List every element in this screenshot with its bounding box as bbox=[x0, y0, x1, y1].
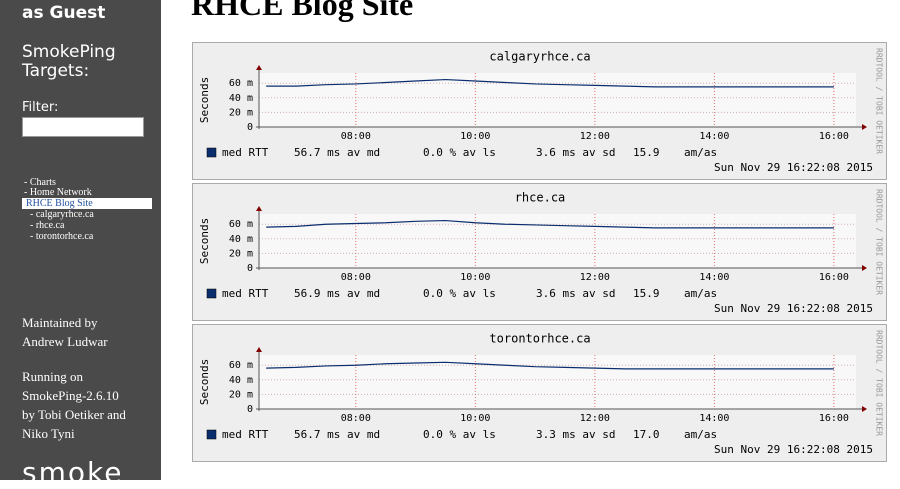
legend-text: 3.3 ms av sd bbox=[536, 428, 615, 441]
graph-title: calgaryrhce.ca bbox=[489, 50, 590, 64]
legend-swatch bbox=[206, 288, 217, 299]
x-tick-label: 10:00 bbox=[460, 413, 490, 424]
y-axis-label: Seconds bbox=[198, 77, 211, 123]
graph: torontorhce.ca Seconds 0 20 m 40 m 60 m 08:00 1… bbox=[198, 330, 884, 456]
credits: Niko Tyni bbox=[22, 426, 75, 441]
axis-arrow bbox=[862, 406, 867, 412]
legend-text: 15.9 bbox=[633, 146, 660, 159]
x-tick-label: 16:00 bbox=[819, 413, 849, 424]
y-tick-label: 20 m bbox=[229, 248, 253, 259]
legend-text: 0.0 % av ls bbox=[423, 287, 496, 300]
rtt-line bbox=[266, 78, 834, 88]
x-tick-label: 12:00 bbox=[580, 413, 610, 424]
x-tick-label: 16:00 bbox=[819, 131, 849, 142]
legend-text: am/as bbox=[684, 287, 717, 300]
targets-title: SmokePing bbox=[22, 42, 116, 62]
plot-area bbox=[259, 73, 856, 127]
axis-arrow bbox=[256, 206, 262, 211]
filter-input[interactable] bbox=[22, 117, 144, 137]
credits: Running on bbox=[22, 369, 84, 384]
filter-label: Filter: bbox=[22, 100, 59, 115]
y-tick-label: 0 bbox=[247, 263, 253, 274]
x-tick-label: 08:00 bbox=[341, 413, 371, 424]
plot-area bbox=[259, 355, 856, 409]
legend-text: med RTT bbox=[222, 428, 269, 441]
y-tick-label: 0 bbox=[247, 122, 253, 133]
watermark: RRDTOOL / TOBI OETIKER bbox=[875, 48, 884, 154]
y-axis-label: Seconds bbox=[198, 359, 211, 405]
legend-text: am/as bbox=[684, 146, 717, 159]
x-tick-label: 14:00 bbox=[699, 413, 729, 424]
x-tick-label: 14:00 bbox=[699, 272, 729, 283]
x-tick-label: 08:00 bbox=[341, 131, 371, 142]
y-tick-label: 20 m bbox=[229, 107, 253, 118]
graph-panel[interactable]: rhce.ca Seconds 0 20 m 40 m 60 m 08:00 10:00 12:… bbox=[192, 183, 887, 321]
x-tick-label: 10:00 bbox=[460, 131, 490, 142]
maintainer: Andrew Ludwar bbox=[22, 334, 108, 349]
legend-text: 3.6 ms av sd bbox=[536, 146, 615, 159]
page-heading: RHCE Blog Site bbox=[191, 0, 414, 22]
x-tick-label: 12:00 bbox=[580, 131, 610, 142]
y-tick-label: 40 m bbox=[229, 234, 253, 245]
legend-swatch bbox=[206, 147, 217, 158]
y-tick-label: 0 bbox=[247, 404, 253, 415]
legend-text: 56.7 ms av md bbox=[294, 146, 380, 159]
watermark: RRDTOOL / TOBI OETIKER bbox=[875, 330, 884, 436]
legend-text: 3.6 ms av sd bbox=[536, 287, 615, 300]
legend-swatch bbox=[206, 429, 217, 440]
legend-text: 0.0 % av ls bbox=[423, 428, 496, 441]
x-tick-label: 12:00 bbox=[580, 272, 610, 283]
legend-text: med RTT bbox=[222, 287, 269, 300]
y-tick-label: 40 m bbox=[229, 375, 253, 386]
y-tick-label: 60 m bbox=[229, 219, 253, 230]
graph: rhce.ca Seconds 0 20 m 40 m 60 m 08:00 10:00 12:… bbox=[198, 189, 884, 315]
graph-title: torontorhce.ca bbox=[489, 332, 590, 346]
menu-item[interactable]: - torontorhce.ca bbox=[30, 231, 94, 242]
axis-arrow bbox=[862, 265, 867, 271]
axis-arrow bbox=[862, 124, 867, 130]
x-tick-label: 14:00 bbox=[699, 131, 729, 142]
timestamp: Sun Nov 29 16:22:08 2015 bbox=[714, 161, 873, 174]
y-tick-label: 40 m bbox=[229, 93, 253, 104]
y-axis-label: Seconds bbox=[198, 218, 211, 264]
timestamp: Sun Nov 29 16:22:08 2015 bbox=[714, 302, 873, 315]
x-tick-label: 10:00 bbox=[460, 272, 490, 283]
menu-item-selected[interactable]: RHCE Blog Site bbox=[22, 198, 152, 209]
timestamp: Sun Nov 29 16:22:08 2015 bbox=[714, 443, 873, 456]
plot-area bbox=[259, 214, 856, 268]
credits: by Tobi Oetiker and bbox=[22, 407, 126, 422]
graph-panel[interactable]: calgaryrhce.ca Seconds 0 20 m 40 m 60 m 08:00 1… bbox=[192, 42, 887, 180]
maintainer: Maintained by bbox=[22, 315, 98, 330]
y-tick-label: 60 m bbox=[229, 78, 253, 89]
legend-text: 17.0 bbox=[633, 428, 660, 441]
sidebar: as Guest SmokePing Targets: Filter: - Ch… bbox=[0, 0, 161, 489]
menu-item[interactable]: - calgaryrhce.ca bbox=[30, 209, 94, 220]
graph-panel[interactable]: torontorhce.ca Seconds 0 20 m 40 m 60 m 08:00 1… bbox=[192, 324, 887, 462]
y-tick-label: 60 m bbox=[229, 360, 253, 371]
legend-text: 0.0 % av ls bbox=[423, 146, 496, 159]
graph: calgaryrhce.ca Seconds 0 20 m 40 m 60 m 08:00 1… bbox=[198, 48, 884, 174]
legend-text: med RTT bbox=[222, 146, 269, 159]
watermark: RRDTOOL / TOBI OETIKER bbox=[875, 189, 884, 295]
login-status: as Guest bbox=[22, 3, 106, 23]
menu-item[interactable]: - Charts bbox=[24, 177, 56, 188]
legend-text: 56.9 ms av md bbox=[294, 287, 380, 300]
credits: SmokePing-2.6.10 bbox=[22, 388, 119, 403]
menu-item[interactable]: - Home Network bbox=[24, 187, 92, 198]
axis-arrow bbox=[256, 347, 262, 352]
legend-text: 15.9 bbox=[633, 287, 660, 300]
x-tick-label: 16:00 bbox=[819, 272, 849, 283]
legend-text: 56.7 ms av md bbox=[294, 428, 380, 441]
axis-arrow bbox=[256, 65, 262, 70]
menu-item[interactable]: - rhce.ca bbox=[30, 220, 65, 231]
legend-text: am/as bbox=[684, 428, 717, 441]
rtt-line bbox=[266, 361, 834, 370]
x-tick-label: 08:00 bbox=[341, 272, 371, 283]
logo: smoke bbox=[22, 456, 124, 489]
targets-title: Targets: bbox=[22, 61, 90, 81]
rtt-line bbox=[266, 219, 834, 229]
graph-title: rhce.ca bbox=[515, 191, 566, 205]
y-tick-label: 20 m bbox=[229, 389, 253, 400]
